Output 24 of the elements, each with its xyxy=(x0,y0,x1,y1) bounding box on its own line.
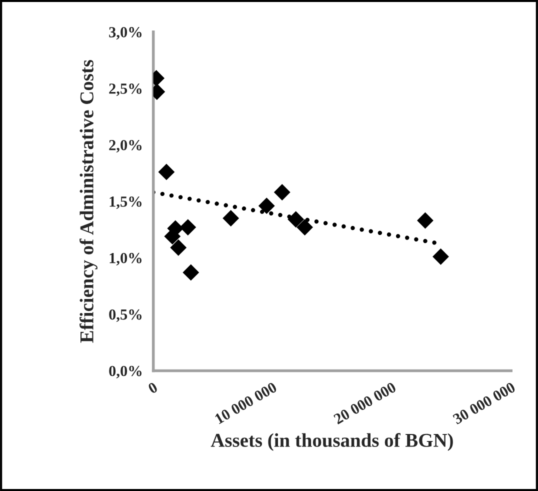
point xyxy=(182,264,200,281)
point xyxy=(417,212,434,229)
point xyxy=(288,211,304,228)
y-tick-label: 0,0% xyxy=(109,366,142,378)
y-tick-label: 3,0% xyxy=(109,27,142,40)
point xyxy=(222,210,240,226)
point xyxy=(274,184,290,200)
y-tick-label: 1,5% xyxy=(110,196,142,209)
y-tick-label: 0,5% xyxy=(109,309,142,322)
point xyxy=(158,164,175,180)
x-tick-label: 30 000 000 xyxy=(452,382,516,425)
point xyxy=(432,248,449,265)
x-tick-label: 0 xyxy=(147,382,158,394)
y-tick-label: 2,0% xyxy=(109,140,142,153)
x-axis-title: Assets (in thousands of BGN) xyxy=(210,433,453,451)
x-tick-label: 20 000 000 xyxy=(333,382,397,424)
point xyxy=(258,198,275,214)
point xyxy=(170,239,187,256)
y-axis-title: Efficiency of Administrative Costs xyxy=(80,60,98,343)
point xyxy=(180,219,196,236)
x-tick-label: 10 000 000 xyxy=(214,382,278,424)
y-tick-label: 2,5% xyxy=(109,84,142,96)
point xyxy=(296,219,314,236)
y-tick-label: 1,0% xyxy=(110,252,142,266)
